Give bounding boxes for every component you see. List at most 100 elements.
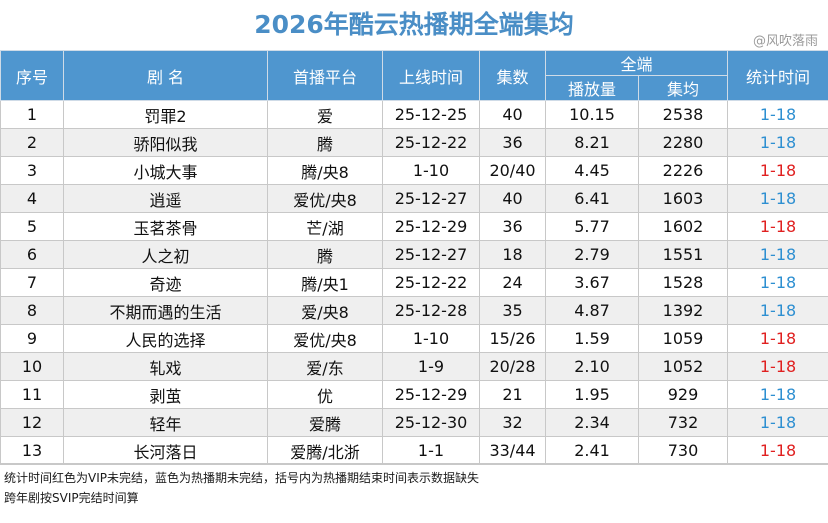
- table-row: 9 人民的选择 爱优/央8 1-10 15/26 1.59 1059 1-18: [0, 324, 828, 353]
- cell-launch-date: 25-12-27: [382, 240, 480, 269]
- table-row: 5 玉茗茶骨 芒/湖 25-12-29 36 5.77 1602 1-18: [0, 212, 828, 241]
- cell-plays: 10.15: [545, 100, 639, 129]
- cell-average: 1059: [637, 324, 729, 353]
- cell-stat-time: 1-18: [727, 212, 828, 241]
- cell-average: 1603: [637, 184, 729, 213]
- cell-average: 2280: [637, 128, 729, 157]
- cell-plays: 1.59: [545, 324, 639, 353]
- cell-average: 1551: [637, 240, 729, 269]
- cell-platform: 腾: [267, 128, 383, 157]
- cell-launch-date: 25-12-28: [382, 296, 480, 325]
- cell-episodes: 18: [479, 240, 546, 269]
- cell-episodes: 20/40: [479, 156, 546, 185]
- table-row: 6 人之初腾 25-12-27 18 2.79 1551 1-18: [0, 240, 828, 269]
- cell-stat-time: 1-18: [727, 100, 828, 129]
- table-row: 2 骄阳似我腾 25-12-22 36 8.21 2280 1-18: [0, 128, 828, 157]
- header-episodes: 集数: [479, 50, 546, 101]
- cell-platform: 腾/央1: [267, 268, 383, 297]
- cell-average: 1052: [637, 352, 729, 381]
- cell-drama-name: 玉茗茶骨: [63, 212, 268, 241]
- cell-platform: 爱: [267, 100, 383, 129]
- cell-platform: 爱腾: [267, 408, 383, 437]
- cell-launch-date: 25-12-29: [382, 380, 480, 409]
- cell-platform: 爱/央8: [267, 296, 383, 325]
- cell-launch-date: 25-12-25: [382, 100, 480, 129]
- cell-platform: 爱优/央8: [267, 184, 383, 213]
- cell-average: 1602: [637, 212, 729, 241]
- cell-drama-name: 小城大事: [63, 156, 268, 185]
- cell-stat-time: 1-18: [727, 436, 828, 465]
- cell-platform: 爱腾/北浙: [267, 436, 383, 465]
- table-body: 1 罚罪2 爱 25-12-25 40 10.15 2538 1-18 2 骄阳似我腾 25-12-…: [0, 100, 828, 465]
- cell-rank: 1: [0, 100, 64, 129]
- cell-drama-name: 轧戏: [63, 352, 268, 381]
- cell-stat-time: 1-18: [727, 128, 828, 157]
- header-stat-time: 统计时间: [727, 50, 828, 101]
- cell-rank: 10: [0, 352, 64, 381]
- cell-drama-name: 奇迹: [63, 268, 268, 297]
- cell-stat-time: 1-18: [727, 268, 828, 297]
- cell-average: 730: [637, 436, 729, 465]
- cell-episodes: 40: [479, 100, 546, 129]
- cell-plays: 6.41: [545, 184, 639, 213]
- page-title: 2026年酷云热播期全端集均: [254, 10, 574, 39]
- cell-stat-time: 1-18: [727, 380, 828, 409]
- cell-launch-date: 25-12-29: [382, 212, 480, 241]
- cell-rank: 9: [0, 324, 64, 353]
- table-row: 11 剥茧优 25-12-29 21 1.95 929 1-18: [0, 380, 828, 409]
- header-average: 集均: [637, 75, 729, 101]
- cell-stat-time: 1-18: [727, 352, 828, 381]
- table-row: 12 轻年 爱腾 25-12-30 32 2.34 732 1-18: [0, 408, 828, 437]
- divider: [0, 463, 828, 464]
- watermark-text: @风吹落雨: [752, 34, 818, 49]
- table-row: 8 不期而遇的生活 爱/央8 25-12-28 35 4.87 1392 1-18: [0, 296, 828, 325]
- header-plays: 播放量: [545, 75, 639, 101]
- cell-episodes: 21: [479, 380, 546, 409]
- cell-launch-date: 1-10: [382, 156, 480, 185]
- cell-drama-name: 长河落日: [63, 436, 268, 465]
- table-row: 1 罚罪2 爱 25-12-25 40 10.15 2538 1-18: [0, 100, 828, 129]
- ranking-table-container: 序号 剧 名 首播平台 上线时间 集数 全端 统计时间 播放量 集均 1 罚罪2 爱…: [0, 50, 828, 465]
- cell-drama-name: 剥茧: [63, 380, 268, 409]
- cell-stat-time: 1-18: [727, 240, 828, 269]
- cell-plays: 8.21: [545, 128, 639, 157]
- footnotes: 统计时间红色为VIP未完结，蓝色为热播期未完结，括号内为热播期结束时间表示数据缺…: [4, 468, 824, 508]
- cell-launch-date: 25-12-22: [382, 268, 480, 297]
- cell-average: 2538: [637, 100, 729, 129]
- cell-rank: 8: [0, 296, 64, 325]
- cell-plays: 2.34: [545, 408, 639, 437]
- cell-rank: 3: [0, 156, 64, 185]
- cell-episodes: 15/26: [479, 324, 546, 353]
- cell-episodes: 36: [479, 212, 546, 241]
- cell-platform: 芒/湖: [267, 212, 383, 241]
- cell-plays: 2.41: [545, 436, 639, 465]
- cell-rank: 7: [0, 268, 64, 297]
- header-launch-date: 上线时间: [382, 50, 480, 101]
- cell-rank: 11: [0, 380, 64, 409]
- cell-stat-time: 1-18: [727, 408, 828, 437]
- cell-average: 2226: [637, 156, 729, 185]
- table-row: 7 奇迹 腾/央1 25-12-22 24 3.67 1528 1-18: [0, 268, 828, 297]
- cell-launch-date: 1-10: [382, 324, 480, 353]
- cell-plays: 3.67: [545, 268, 639, 297]
- cell-launch-date: 25-12-30: [382, 408, 480, 437]
- header-all-end: 全端: [544, 50, 729, 76]
- header-drama-name: 剧 名: [63, 50, 268, 101]
- cell-stat-time: 1-18: [727, 296, 828, 325]
- cell-stat-time: 1-18: [727, 184, 828, 213]
- cell-episodes: 20/28: [479, 352, 546, 381]
- cell-drama-name: 罚罪2: [63, 100, 268, 129]
- cell-average: 732: [637, 408, 729, 437]
- footnote-line: 跨年剧按SVIP完结时间算: [4, 491, 139, 505]
- cell-average: 1392: [637, 296, 729, 325]
- cell-drama-name: 人民的选择: [63, 324, 268, 353]
- cell-rank: 4: [0, 184, 64, 213]
- cell-average: 1528: [637, 268, 729, 297]
- cell-rank: 5: [0, 212, 64, 241]
- cell-platform: 爱/东: [267, 352, 383, 381]
- cell-episodes: 40: [479, 184, 546, 213]
- cell-plays: 2.10: [545, 352, 639, 381]
- cell-plays: 2.79: [545, 240, 639, 269]
- ranking-table: 序号 剧 名 首播平台 上线时间 集数 全端 统计时间 播放量 集均 1 罚罪2 爱…: [0, 50, 828, 465]
- cell-plays: 4.45: [545, 156, 639, 185]
